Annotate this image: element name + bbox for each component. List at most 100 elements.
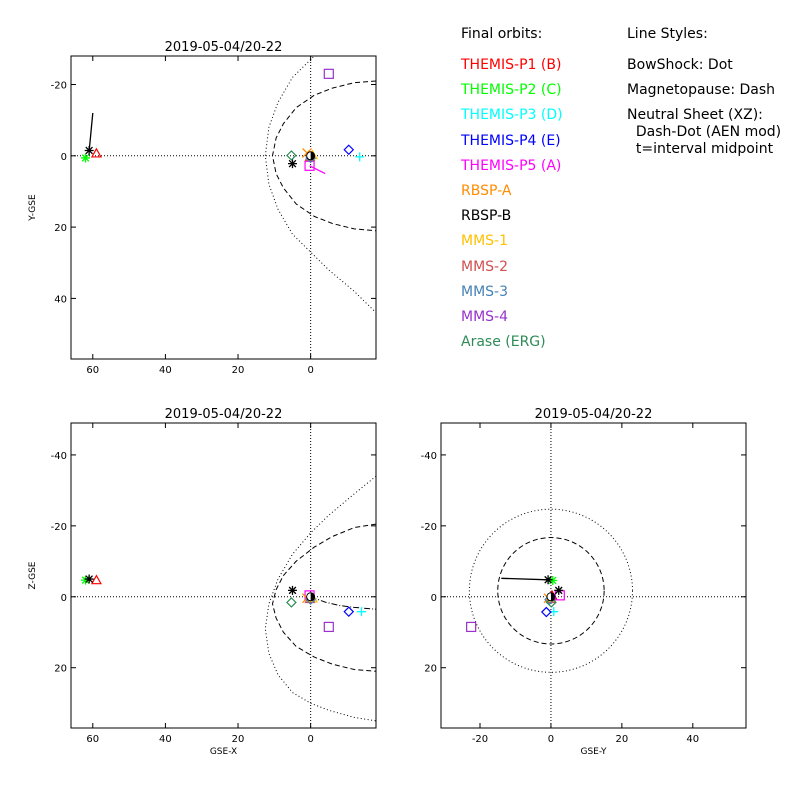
y-tick-label: 0 — [61, 152, 67, 163]
y-tick-label: 0 — [61, 593, 67, 604]
y-tick-label: -20 — [421, 522, 437, 533]
spacecraft-marker — [84, 145, 94, 155]
line-style-text: Magnetopause: Dash — [627, 82, 776, 98]
marker-asterisk — [81, 153, 91, 163]
marker-asterisk — [554, 585, 564, 595]
line-style-text: Dash-Dot (AEN mod) — [627, 124, 782, 140]
y-axis-label: Y-GSE — [28, 194, 38, 222]
marker-asterisk — [287, 159, 297, 169]
spacecraft-marker — [287, 585, 297, 595]
earth-night-side — [310, 592, 315, 601]
orbit-track — [309, 165, 326, 175]
plot-frame — [70, 55, 377, 360]
spacecraft-marker — [286, 597, 297, 608]
panel-3: 2019-05-04/20-22 -20 0 20 40 -40 -20 0 20 GSE-Y — [421, 407, 747, 757]
marker-diamond — [545, 597, 557, 608]
marker-diamond — [286, 597, 297, 608]
x-tick-label: 20 — [232, 734, 245, 745]
spacecraft-marker — [548, 575, 558, 585]
spacecraft-marker — [84, 574, 94, 584]
marker-asterisk — [81, 575, 91, 585]
spacecraft-marker — [81, 575, 91, 585]
marker-diamond — [286, 150, 297, 161]
spacecraft-marker — [323, 68, 334, 79]
plot-frame — [440, 422, 747, 729]
earth-night-side — [550, 592, 555, 601]
x-tick-label: 60 — [86, 734, 99, 745]
y-tick-label: -40 — [51, 451, 67, 462]
spacecraft-marker — [546, 592, 556, 602]
legend-entry: THEMIS-P5 (A) — [461, 157, 562, 174]
plot-area — [71, 56, 376, 359]
spacecraft-marker — [540, 606, 552, 618]
marker-square — [323, 68, 334, 79]
legend-entry: Arase (ERG) — [461, 334, 546, 351]
legend-entry: MMS-3 — [461, 283, 509, 300]
spacecraft-marker — [343, 144, 355, 156]
y-axis-label: Z-GSE — [28, 561, 38, 589]
marker-triangle — [90, 574, 102, 585]
line-style-text: BowShock: Dot — [627, 57, 733, 73]
marker-plus — [355, 152, 365, 162]
x-axis-label: GSE-X — [210, 747, 237, 757]
marker-diamond — [343, 144, 355, 156]
earth-night-side — [310, 151, 315, 160]
neutral-sheet-curve — [310, 596, 376, 610]
line-style-text: t=interval midpoint — [627, 141, 774, 157]
spacecraft-marker — [90, 147, 102, 158]
legend-entry: THEMIS-P1 (B) — [461, 57, 562, 73]
magnetopause-circle — [497, 537, 605, 645]
marker-square — [466, 621, 477, 633]
marker-square — [304, 160, 315, 171]
plot-title: 2019-05-04/20-22 — [535, 407, 653, 422]
x-tick-label: 0 — [307, 734, 313, 745]
bow-shock-circle — [468, 508, 634, 673]
legend-entry: MMS-4 — [461, 309, 509, 325]
legend-entry: THEMIS-P3 (D) — [461, 107, 563, 124]
marker-plus — [356, 607, 366, 617]
y-tick-label: 20 — [54, 664, 67, 675]
plot-area — [71, 423, 376, 728]
legend-entry: MMS-2 — [461, 258, 509, 275]
legend-entry: THEMIS-P2 (C) — [461, 82, 562, 99]
marker-diamond — [343, 606, 355, 618]
spacecraft-marker — [554, 585, 564, 595]
magnetopause-curve — [271, 523, 376, 672]
panel-1: 2019-05-04/20-22 60 40 20 0 -20 0 20 40 Y-GSE — [28, 40, 377, 376]
bow-shock-curve — [264, 475, 376, 722]
orbit-track — [501, 577, 549, 581]
legend-title: Final orbits: — [461, 26, 543, 42]
spacecraft-marker — [90, 574, 102, 585]
marker-asterisk — [548, 575, 558, 585]
x-tick-label: 0 — [307, 365, 313, 376]
y-tick-label: -40 — [421, 451, 437, 462]
marker-diamond — [540, 606, 552, 618]
y-tick-label: -20 — [51, 81, 67, 92]
line-styles-title: Line Styles: — [627, 26, 708, 42]
marker-asterisk — [84, 574, 94, 584]
spacecraft-marker — [355, 152, 365, 162]
legend-entry: RBSP-A — [461, 183, 512, 199]
marker-asterisk — [287, 585, 297, 595]
y-tick-label: -20 — [51, 522, 67, 533]
spacecraft-marker — [343, 606, 355, 618]
marker-asterisk — [543, 575, 553, 585]
orbit-track — [88, 112, 94, 151]
spacecraft-marker — [286, 150, 297, 161]
panel-2: 2019-05-04/20-22 60 40 20 0 -40 -20 0 20 GSE-X Z-G… — [28, 407, 377, 757]
spacecraft-marker — [81, 153, 91, 163]
x-tick-label: -20 — [472, 734, 488, 745]
y-tick-label: 0 — [431, 593, 437, 604]
plot-title: 2019-05-04/20-22 — [165, 407, 283, 422]
spacecraft-marker — [545, 597, 557, 608]
x-tick-label: 0 — [548, 734, 554, 745]
x-tick-label: 40 — [159, 734, 172, 745]
plot-title: 2019-05-04/20-22 — [165, 40, 283, 55]
legend-entry: RBSP-B — [461, 208, 512, 225]
y-tick-label: 40 — [54, 294, 67, 305]
x-tick-label: 40 — [686, 734, 699, 745]
x-tick-label: 20 — [616, 734, 629, 745]
marker-square — [323, 621, 334, 633]
spacecraft-marker — [356, 607, 366, 617]
